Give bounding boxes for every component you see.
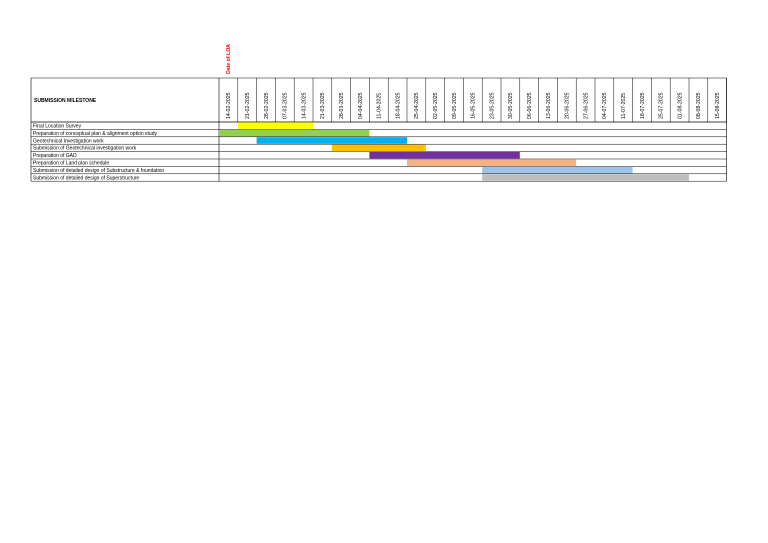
date-header-label: 04-07-2025 bbox=[602, 92, 608, 119]
date-header-label: 07-03-2025 bbox=[283, 92, 289, 119]
task-bar bbox=[482, 166, 633, 174]
date-header-label: 15-08-2025 bbox=[715, 92, 721, 119]
task-label: Preparation of conceptual plan & alignme… bbox=[33, 131, 157, 137]
task-label: Final Location Survey bbox=[33, 124, 82, 130]
date-header-label: 18-04-2025 bbox=[395, 92, 401, 119]
date-header-label: 25-04-2025 bbox=[414, 92, 420, 119]
date-header-label: 14-03-2025 bbox=[301, 92, 307, 119]
date-header-label: 21-02-2025 bbox=[245, 92, 251, 119]
task-bar bbox=[237, 122, 313, 129]
date-header-label: 01-08-2025 bbox=[677, 92, 683, 119]
date-header-label: 16-05-2025 bbox=[471, 92, 477, 119]
date-header-label: 27-06-2025 bbox=[583, 92, 589, 119]
date-header-label: 20-06-2025 bbox=[565, 92, 571, 119]
date-header-label: 21-03-2025 bbox=[320, 92, 326, 119]
task-bar bbox=[369, 152, 520, 159]
task-bar bbox=[256, 137, 407, 144]
date-header-label: 28-02-2025 bbox=[264, 92, 270, 119]
task-bars bbox=[219, 122, 689, 181]
date-header-label: 13-06-2025 bbox=[546, 92, 552, 119]
date-header-label: 23-05-2025 bbox=[489, 92, 495, 119]
date-header-label: 09-05-2025 bbox=[452, 92, 458, 119]
date-header-label: 04-04-2025 bbox=[358, 92, 364, 119]
task-label: Submission of detailed design of Substru… bbox=[33, 168, 164, 174]
date-header-label: 14-02-2025 bbox=[226, 92, 232, 119]
date-header-label: 30-05-2025 bbox=[508, 92, 514, 119]
date-headers: 14-02-2025 21-02-2025 28-02-2025 07-03-2025… bbox=[226, 92, 721, 119]
submission-milestone-header: SUBMISSION MILESTONE bbox=[34, 98, 97, 104]
task-label: Submission of detailed design of Superst… bbox=[33, 175, 139, 181]
date-header-label: 11-04-2025 bbox=[377, 93, 383, 119]
date-header-label: 08-08-2025 bbox=[696, 92, 702, 119]
task-bar bbox=[331, 144, 426, 152]
date-header-label: 11-07-2025 bbox=[621, 93, 627, 119]
date-header-label: 25-07-2025 bbox=[659, 92, 665, 119]
date-of-loa-annotation: Date of LOA bbox=[226, 44, 232, 74]
chart-grid bbox=[30, 77, 727, 182]
task-label: Preparation of GAD bbox=[33, 153, 77, 159]
task-bar bbox=[219, 129, 370, 137]
date-header-label: 18-07-2025 bbox=[640, 92, 646, 119]
date-header-label: 06-06-2025 bbox=[527, 92, 533, 119]
date-header-label: 28-03-2025 bbox=[339, 92, 345, 119]
task-label: Geotechnical Investigation work bbox=[33, 138, 104, 144]
task-label: Submission of Geotechnical investigation… bbox=[33, 146, 137, 152]
task-bar bbox=[482, 174, 689, 181]
task-bar bbox=[407, 159, 577, 166]
date-header-label: 02-05-2025 bbox=[433, 92, 439, 119]
task-label: Preparation of Land plan schedule bbox=[33, 161, 109, 167]
